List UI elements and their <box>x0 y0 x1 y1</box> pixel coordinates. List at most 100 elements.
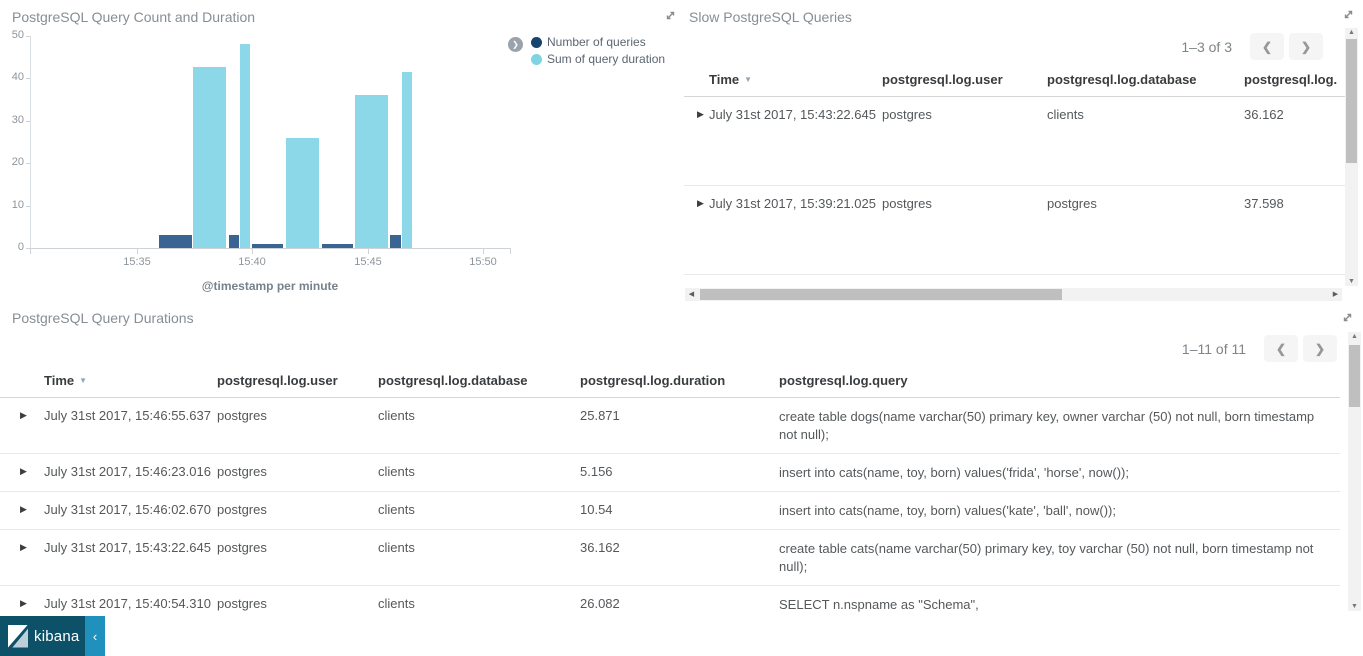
bar-number-of-queries[interactable] <box>390 235 401 248</box>
cell-database: clients <box>378 453 580 492</box>
cell-time: July 31st 2017, 15:40:54.310 <box>44 585 217 616</box>
pagination-prev-button[interactable]: ❮ <box>1250 33 1284 60</box>
panel-slow-postgresql-queries: Slow PostgreSQL Queries 1–3 of 3 ❮ ❯ Tim… <box>684 0 1363 305</box>
scroll-up-icon[interactable]: ▲ <box>1348 29 1355 36</box>
collapse-nav-button[interactable]: ‹ <box>85 616 105 656</box>
cell-time: July 31st 2017, 15:46:55.637 <box>44 397 217 454</box>
y-axis-tick-mark <box>26 36 30 37</box>
pagination-label: 1–3 of 3 <box>1181 38 1232 55</box>
y-axis-tick-label: 10 <box>11 198 24 211</box>
column-header[interactable]: postgresql.log. <box>1244 64 1357 97</box>
cell-database: clients <box>378 397 580 454</box>
y-axis-tick-label: 20 <box>11 156 24 169</box>
pagination-prev-button[interactable]: ❮ <box>1264 335 1298 362</box>
legend-label: Number of queries <box>547 35 646 49</box>
expand-panel-icon[interactable] <box>662 9 678 25</box>
bar-sum-of-query-duration[interactable] <box>240 44 250 248</box>
cell-database: postgres <box>1047 185 1244 275</box>
panel-title: PostgreSQL Query Durations <box>12 310 194 326</box>
column-header[interactable]: postgresql.log.user <box>217 365 378 398</box>
expand-panel-icon[interactable] <box>1339 311 1355 327</box>
table-row: ▶ July 31st 2017, 15:43:22.645 postgres cli… <box>684 96 1357 186</box>
row-expand-toggle-icon[interactable]: ▶ <box>0 529 44 586</box>
pagination-next-button[interactable]: ❯ <box>1289 33 1323 60</box>
scroll-up-icon[interactable]: ▲ <box>1351 333 1358 340</box>
table-row: ▶ July 31st 2017, 15:46:23.016 postgres cli… <box>0 453 1340 492</box>
bar-sum-of-query-duration[interactable] <box>355 95 388 248</box>
row-expand-toggle-icon[interactable]: ▶ <box>0 491 44 530</box>
y-axis-tick-label: 0 <box>17 241 24 253</box>
row-expand-toggle-icon[interactable]: ▶ <box>684 185 709 275</box>
cell-user: postgres <box>217 585 378 616</box>
row-expand-toggle-icon[interactable]: ▶ <box>0 585 44 616</box>
bar-sum-of-query-duration[interactable] <box>286 138 319 248</box>
scroll-down-icon[interactable]: ▼ <box>1351 603 1358 610</box>
cell-database: clients <box>378 491 580 530</box>
cell-database: clients <box>1047 96 1244 186</box>
bar-number-of-queries[interactable] <box>159 235 192 248</box>
horizontal-scrollbar[interactable]: ◀ ▶ <box>685 288 1342 301</box>
y-axis-line <box>30 36 31 254</box>
cell-duration: 36.162 <box>1244 96 1357 186</box>
cell-time: July 31st 2017, 15:43:22.645 <box>44 529 217 586</box>
sort-desc-icon: ▼ <box>79 376 88 385</box>
x-axis-title: @timestamp per minute <box>201 279 339 293</box>
scroll-right-icon[interactable]: ▶ <box>1332 291 1339 298</box>
y-axis-tick-mark <box>26 248 30 249</box>
x-axis-tick-label: 15:35 <box>123 256 151 268</box>
cell-database: clients <box>378 529 580 586</box>
row-expand-toggle-icon[interactable]: ▶ <box>684 96 709 186</box>
bar-sum-of-query-duration[interactable] <box>193 67 226 248</box>
chart-legend: Number of queries Sum of query duration <box>531 35 665 69</box>
column-header[interactable]: postgresql.log.database <box>378 365 580 398</box>
row-expand-toggle-icon[interactable]: ▶ <box>0 397 44 454</box>
bar-number-of-queries[interactable] <box>322 244 353 248</box>
legend-item[interactable]: Sum of query duration <box>531 52 665 66</box>
brand-name: kibana <box>34 627 80 645</box>
table-row: ▶ July 31st 2017, 15:40:54.310 postgres cli… <box>0 585 1340 616</box>
cell-query: create table cats(name varchar(50) prima… <box>779 529 1340 586</box>
cell-query: insert into cats(name, toy, born) values… <box>779 453 1340 492</box>
expand-panel-icon[interactable] <box>1340 8 1356 24</box>
y-axis-tick-label: 30 <box>11 113 24 126</box>
column-header[interactable]: Time ▼ <box>709 64 882 97</box>
cell-duration: 26.082 <box>580 585 779 616</box>
cell-query: SELECT n.nspname as "Schema", c.relname … <box>779 585 1340 616</box>
vertical-scrollbar[interactable]: ▲ ▼ <box>1348 332 1361 611</box>
bar-number-of-queries[interactable] <box>252 244 283 248</box>
column-header[interactable]: postgresql.log.duration <box>580 365 779 398</box>
scrollbar-thumb[interactable] <box>1346 39 1357 163</box>
column-header-expander <box>0 365 44 398</box>
kibana-brand[interactable]: kibana <box>0 616 85 656</box>
pagination: 1–11 of 11 ❮ ❯ <box>1182 335 1337 362</box>
vertical-scrollbar[interactable]: ▲ ▼ <box>1345 28 1358 286</box>
scroll-down-icon[interactable]: ▼ <box>1348 278 1355 285</box>
scroll-left-icon[interactable]: ◀ <box>688 291 695 298</box>
scrollbar-thumb[interactable] <box>700 289 1062 300</box>
legend-item[interactable]: Number of queries <box>531 35 665 49</box>
column-header[interactable]: postgresql.log.user <box>882 64 1047 97</box>
table-row: ▶ July 31st 2017, 15:39:21.025 postgres pos… <box>684 185 1357 275</box>
slow-queries-table: Time ▼ postgresql.log.user postgresql.log.d… <box>684 64 1357 275</box>
cell-duration: 10.54 <box>580 491 779 530</box>
legend-toggle-icon[interactable]: ❯ <box>508 37 523 52</box>
column-header-expander <box>684 64 709 97</box>
column-header[interactable]: Time ▼ <box>44 365 217 398</box>
cell-duration: 36.162 <box>580 529 779 586</box>
bar-chart-plot-area <box>30 36 510 248</box>
row-expand-toggle-icon[interactable]: ▶ <box>0 453 44 492</box>
scrollbar-thumb[interactable] <box>1349 345 1360 407</box>
column-header[interactable]: postgresql.log.database <box>1047 64 1244 97</box>
table-row: ▶ July 31st 2017, 15:43:22.645 postgres cli… <box>0 529 1340 586</box>
pagination-next-button[interactable]: ❯ <box>1303 335 1337 362</box>
bar-number-of-queries[interactable] <box>229 235 239 248</box>
y-axis-tick-mark <box>26 78 30 80</box>
bar-sum-of-query-duration[interactable] <box>402 72 412 248</box>
expand-arrows-icon <box>666 11 674 20</box>
column-header[interactable]: postgresql.log.query <box>779 365 1340 398</box>
x-axis-tick-label: 15:45 <box>354 256 382 268</box>
x-axis-boundary-tick <box>510 248 511 254</box>
panel-title: Slow PostgreSQL Queries <box>689 9 852 25</box>
panel-query-count-and-duration: PostgreSQL Query Count and Duration 0 10 2… <box>0 0 683 305</box>
